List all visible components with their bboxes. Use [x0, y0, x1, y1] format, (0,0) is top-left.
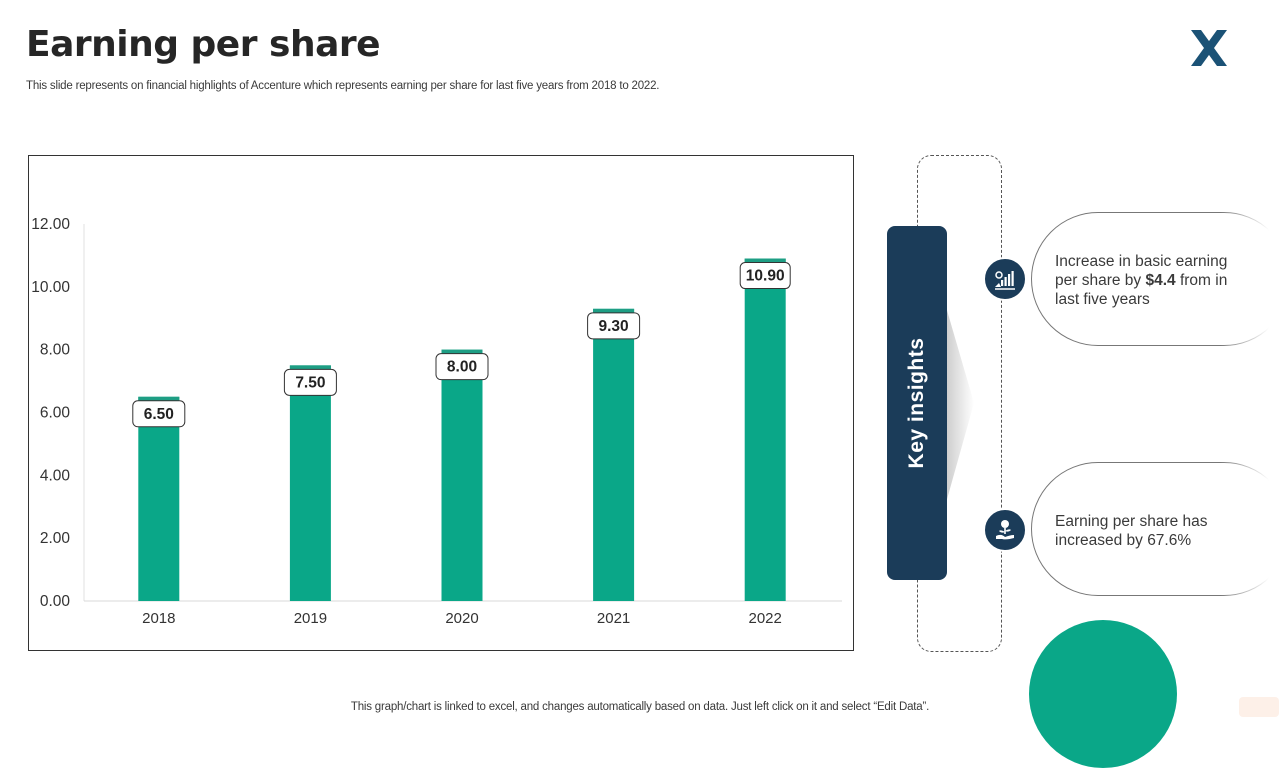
y-tick-label: 12.00	[31, 216, 70, 233]
x-tick-label: 2021	[597, 610, 630, 627]
footer-note: This graph/chart is linked to excel, and…	[350, 701, 930, 713]
bar	[138, 396, 180, 601]
x-logo-icon	[1191, 30, 1227, 66]
y-tick-label: 0.00	[40, 593, 71, 610]
bar	[441, 349, 483, 601]
insight-text-1: Increase in basic earning per share by $…	[1055, 253, 1228, 308]
bar-cap	[138, 396, 180, 401]
corner-tab	[1239, 697, 1279, 717]
y-tick-label: 2.00	[40, 530, 71, 547]
insight-text-2: Earning per share has increased by 67.6%	[1055, 513, 1208, 549]
decorative-circle	[1029, 620, 1177, 768]
insight-card-1	[1031, 211, 1280, 351]
data-label-box	[435, 353, 489, 381]
data-label: 9.30	[599, 318, 629, 335]
bar	[593, 308, 635, 601]
page-title: Earning per share	[26, 24, 381, 65]
bar	[289, 365, 331, 601]
bar-cap	[289, 365, 331, 370]
money-plant-hand-icon	[983, 508, 1027, 552]
bar-cap	[744, 258, 786, 263]
data-label-box	[283, 368, 337, 396]
insight-card-2	[1031, 461, 1280, 601]
data-label: 10.90	[746, 268, 785, 285]
page-subtitle: This slide represents on financial highl…	[26, 80, 660, 92]
data-label: 8.00	[447, 359, 477, 376]
x-tick-label: 2020	[445, 610, 478, 627]
bar-chart[interactable]: 0.00 2.00 4.00 6.00 8.00 10.00 12.00 6.50 2018 7.…	[29, 156, 855, 652]
data-label-box	[132, 400, 186, 428]
bar-cap	[441, 349, 483, 354]
data-label: 7.50	[295, 374, 325, 391]
x-tick-label: 2018	[142, 610, 175, 627]
y-tick-label: 10.00	[31, 279, 70, 296]
x-tick-label: 2022	[749, 610, 782, 627]
data-label: 6.50	[144, 406, 174, 423]
y-tick-label: 4.00	[40, 467, 71, 484]
y-tick-label: 6.00	[40, 405, 71, 422]
key-insights-label: Key insights	[905, 337, 928, 469]
chevron-right-shape	[944, 300, 974, 510]
growth-chart-hand-icon	[983, 257, 1027, 301]
bar-cap	[593, 308, 635, 313]
data-label-box	[739, 262, 791, 290]
data-label-box	[587, 312, 641, 340]
key-insights-bar: Key insights	[887, 226, 947, 580]
chart-frame[interactable]: 0.00 2.00 4.00 6.00 8.00 10.00 12.00 6.50 2018 7.…	[28, 155, 854, 651]
x-tick-label: 2019	[294, 610, 327, 627]
y-tick-label: 8.00	[40, 342, 71, 359]
bar	[744, 258, 786, 601]
